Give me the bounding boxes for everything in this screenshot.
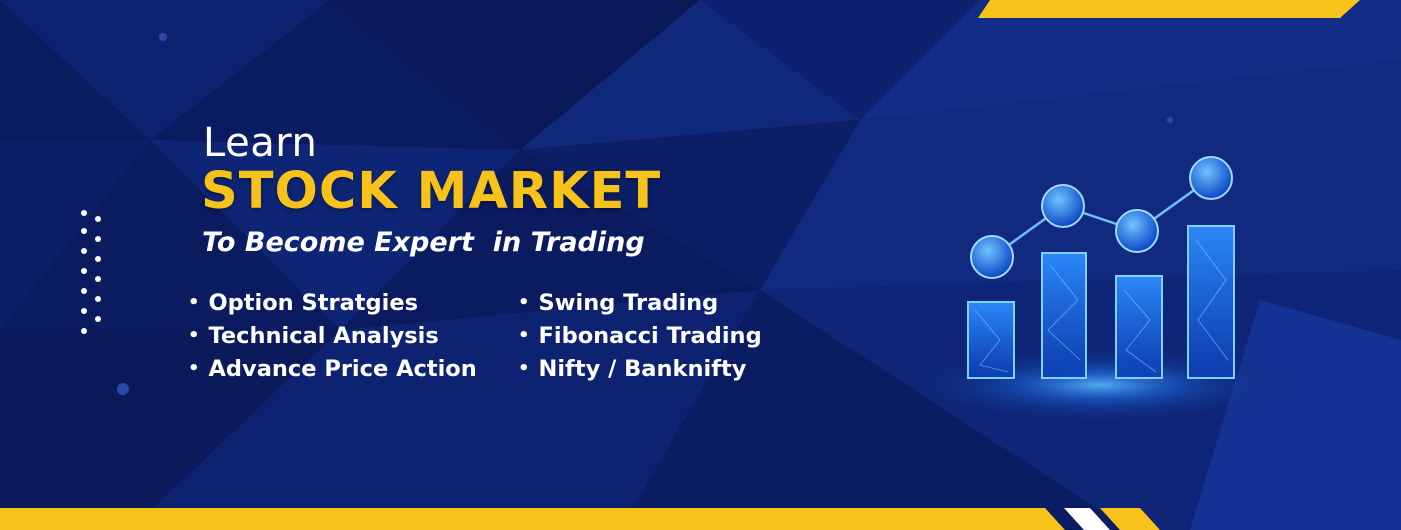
topic-item: Nifty / Banknifty (518, 356, 808, 382)
headline: STOCK MARKET (201, 162, 662, 221)
topic-item: Swing Trading (518, 290, 808, 316)
learn-label: Learn (203, 120, 318, 166)
topic-item: Option Stratgies (188, 290, 518, 316)
topics-list: Option Stratgies Swing Trading Technical… (188, 290, 808, 382)
topic-item: Technical Analysis (188, 323, 518, 349)
subtitle: To Become Expert in Trading (202, 227, 645, 258)
bar-chart-growth-icon (967, 156, 1235, 379)
topic-item: Advance Price Action (188, 356, 518, 382)
topic-item: Fibonacci Trading (518, 323, 808, 349)
dot-grid-icon (81, 210, 101, 334)
